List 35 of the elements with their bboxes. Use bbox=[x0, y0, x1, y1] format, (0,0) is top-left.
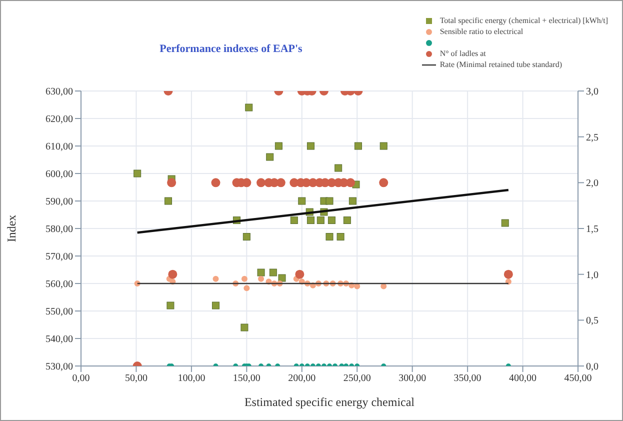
y2-tick-label: 0,5 bbox=[586, 316, 598, 327]
legend-label: Sensible ratio to electrical bbox=[440, 26, 524, 37]
y-tick-label: 550,00 bbox=[46, 306, 73, 318]
chart-title: Performance indexes of EAP's bbox=[158, 43, 304, 55]
x-tick-label: 100,00 bbox=[178, 373, 206, 384]
x-tick-label: 400,00 bbox=[509, 373, 537, 384]
y-tick-label: 610,00 bbox=[46, 142, 73, 153]
y-tick-label: 590,00 bbox=[46, 196, 73, 208]
x-tick-label: 200,00 bbox=[288, 373, 316, 384]
y2-tick-label: 3,0 bbox=[586, 86, 598, 98]
x-tick-label: 450,00 bbox=[564, 373, 592, 384]
x-tick-label: 150,00 bbox=[232, 373, 260, 384]
x-tick-label: 350,00 bbox=[454, 373, 482, 384]
y-tick-label: 630,00 bbox=[46, 86, 73, 98]
legend-label: N° of ladles at bbox=[440, 48, 486, 59]
y-tick-label: 530,00 bbox=[46, 362, 73, 373]
x-tick-label: 50,00 bbox=[124, 373, 148, 384]
y-tick-label: 620,00 bbox=[46, 114, 73, 126]
x-tick-label: 300,00 bbox=[398, 373, 426, 384]
y-tick-label: 540,00 bbox=[46, 334, 73, 346]
y-tick-label: 570,00 bbox=[46, 252, 73, 263]
y-axis-title: Index bbox=[4, 214, 18, 242]
y-tick-label: 580,00 bbox=[46, 224, 73, 236]
y2-tick-label: 2,5 bbox=[586, 132, 598, 144]
x-tick-label: 0,00 bbox=[72, 373, 90, 384]
x-tick-label: 250,00 bbox=[343, 373, 371, 384]
y2-tick-label: 0,0 bbox=[586, 362, 598, 373]
y-tick-label: 600,00 bbox=[46, 169, 73, 180]
y-tick-label: 560,00 bbox=[46, 279, 73, 290]
y2-tick-label: 2,0 bbox=[586, 178, 598, 190]
x-axis-title: Estimated specific energy chemical bbox=[244, 395, 416, 409]
legend-label: Rate (Minimal retained tube standard) bbox=[440, 59, 562, 70]
y2-tick-label: 1,0 bbox=[586, 270, 598, 281]
y2-tick-label: 1,5 bbox=[586, 224, 598, 236]
legend-label: Total specific energy (chemical + electrical) [kWh/t] bbox=[440, 15, 608, 26]
